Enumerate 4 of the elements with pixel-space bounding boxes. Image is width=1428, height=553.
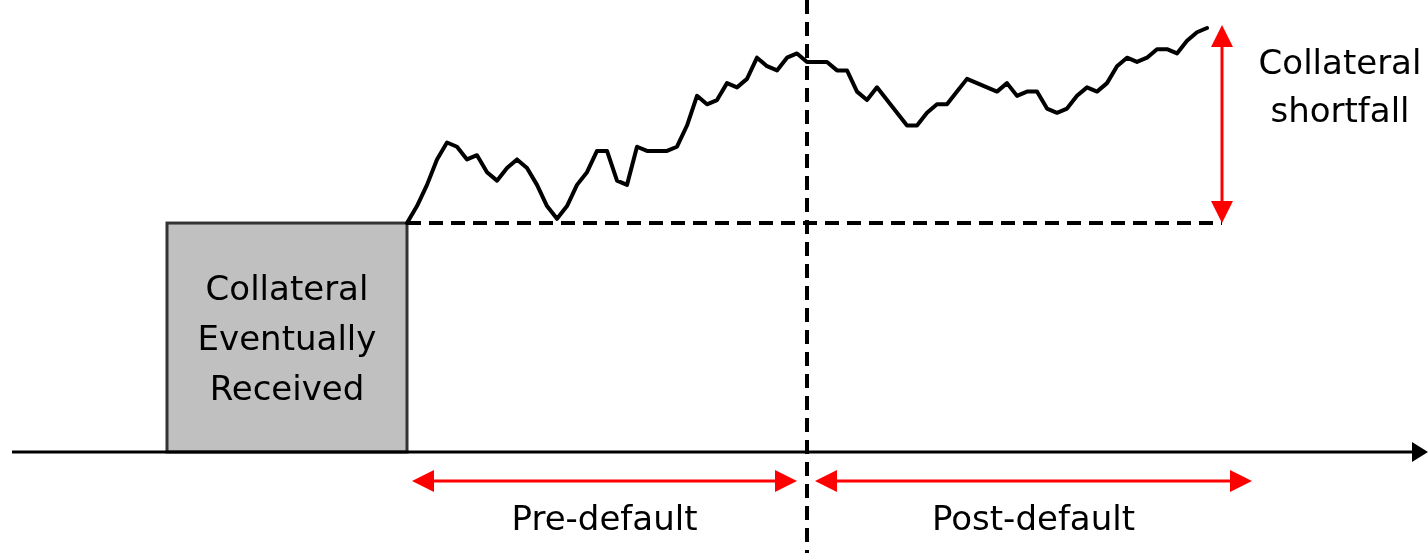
text: Pre-default <box>511 498 698 538</box>
text: Collateral Eventually Received <box>197 267 377 408</box>
text: Collateral shortfall <box>1258 41 1422 130</box>
text: Post-default <box>931 498 1136 538</box>
